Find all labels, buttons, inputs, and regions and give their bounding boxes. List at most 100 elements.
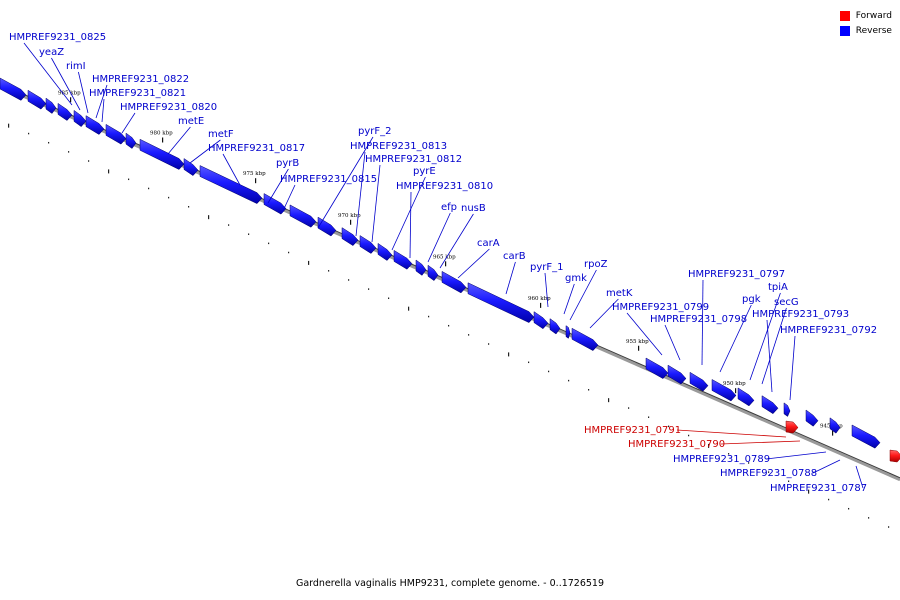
reverse-gene-arrow[interactable] [737,387,755,407]
gene-label-mete[interactable]: metE [178,116,204,127]
gene-label-hmpref9231-0797[interactable]: HMPREF9231_0797 [688,269,785,280]
minor-tick [388,297,390,300]
gene-label-yeaz[interactable]: yeaZ [39,47,64,58]
gene-label-hmpref9231-0817[interactable]: HMPREF9231_0817 [208,143,305,154]
gene-label-hmpref9231-0790[interactable]: HMPREF9231_0790 [628,439,725,450]
reverse-gene-arrow[interactable] [783,402,791,417]
reverse-gene-arrow[interactable] [549,318,561,335]
scale-label: 970 kbp [338,213,361,219]
reverse-gene-arrow[interactable] [359,235,377,254]
leader-line [761,307,787,385]
scale-label: 955 kbp [626,339,649,345]
gene-label-rimi[interactable]: rimI [66,61,86,72]
gene-label-hmpref9231-0810[interactable]: HMPREF9231_0810 [396,181,493,192]
leader-line [95,84,108,119]
leader-line [676,429,787,438]
reverse-gene-arrow[interactable] [27,89,47,110]
gene-label-hmpref9231-0815[interactable]: HMPREF9231_0815 [280,174,377,185]
gene-label-pyre[interactable]: pyrE [413,166,436,177]
forward-gene-arrow[interactable] [785,420,799,434]
reverse-gene-arrow[interactable] [427,264,439,281]
reverse-gene-arrow[interactable] [761,395,779,415]
leader-line [409,191,412,259]
gene-label-metf[interactable]: metF [208,129,234,140]
major-tick [255,178,257,184]
reverse-gene-arrow[interactable] [645,357,669,379]
leader-line [391,176,426,251]
gene-label-tpia[interactable]: tpiA [768,282,788,293]
gene-label-hmpref9231-0822[interactable]: HMPREF9231_0822 [92,74,189,85]
reverse-gene-arrow[interactable] [393,249,413,270]
gene-label-hmpref9231-0791[interactable]: HMPREF9231_0791 [584,425,681,436]
reverse-gene-arrow[interactable] [289,204,317,228]
minor-tick [408,306,410,311]
gene-label-hmpref9231-0793[interactable]: HMPREF9231_0793 [752,309,849,320]
minor-tick [28,132,30,135]
genome-caption: Gardnerella vaginalis HMP9231, complete … [295,578,605,589]
minor-tick [588,389,590,391]
gene-label-hmpref9231-0788[interactable]: HMPREF9231_0788 [720,468,817,479]
reverse-gene-arrow[interactable] [263,193,287,215]
forward-gene-arrow[interactable] [889,449,900,463]
reverse-gene-arrow[interactable] [73,109,87,127]
gene-label-hmpref9231-0789[interactable]: HMPREF9231_0789 [673,454,770,465]
reverse-gene-arrow[interactable] [139,138,185,170]
reverse-gene-arrow[interactable] [45,97,57,114]
gene-label-rpoz[interactable]: rpoZ [584,259,608,270]
gene-label-hmpref9231-0792[interactable]: HMPREF9231_0792 [780,325,877,336]
reverse-gene-arrow[interactable] [805,409,819,427]
reverse-gene-arrow[interactable] [851,424,881,449]
gene-label-cara[interactable]: carA [477,238,500,249]
minor-tick [548,370,550,373]
reverse-gene-arrow[interactable] [467,282,535,323]
gene-label-metk[interactable]: metK [606,288,633,299]
gene-label-carb[interactable]: carB [503,251,526,262]
gene-label-efp[interactable]: efp [441,202,457,213]
gene-label-gmk[interactable]: gmk [565,273,587,284]
reverse-gene-arrow[interactable] [341,227,359,246]
gene-label-hmpref9231-0799[interactable]: HMPREF9231_0799 [612,302,709,313]
reverse-gene-arrow[interactable] [711,379,737,402]
gene-label-hmpref9231-0820[interactable]: HMPREF9231_0820 [120,102,217,113]
gene-label-hmpref9231-0798[interactable]: HMPREF9231_0798 [650,314,747,325]
major-tick [638,345,640,351]
reverse-gene-arrow[interactable] [667,364,687,385]
minor-tick [108,169,110,174]
gene-label-pyrf-1[interactable]: pyrF_1 [530,262,564,273]
gene-label-hmpref9231-0813[interactable]: HMPREF9231_0813 [350,141,447,152]
reverse-gene-arrow[interactable] [415,259,427,276]
gene-label-pyrb[interactable]: pyrB [276,158,299,169]
reverse-gene-arrow[interactable] [199,165,263,204]
reverse-gene-arrow[interactable] [377,242,393,261]
reverse-gene-arrow[interactable] [571,327,599,351]
gene-label-nusb[interactable]: nusB [461,203,486,214]
reverse-gene-arrow[interactable] [689,371,709,392]
reverse-gene-arrow[interactable] [57,102,73,121]
reverse-gene-arrow[interactable] [85,115,105,135]
gene-label-secg[interactable]: secG [774,297,799,308]
reverse-gene-arrow[interactable] [533,311,549,330]
minor-tick [228,224,230,226]
reverse-gene-arrow[interactable] [317,216,337,237]
leader-line [812,459,841,474]
reverse-gene-arrow[interactable] [125,132,137,149]
reverse-gene-arrow[interactable] [441,270,467,294]
gene-label-pyrf-2[interactable]: pyrF_2 [358,126,392,137]
leader-line [789,335,796,401]
reverse-gene-arrow[interactable] [105,123,127,145]
major-tick [540,302,542,308]
reverse-gene-arrow[interactable] [0,77,27,101]
gene-label-hmpref9231-0812[interactable]: HMPREF9231_0812 [365,154,462,165]
reverse-gene-arrow[interactable] [183,158,199,176]
reverse-gene-arrow[interactable] [829,417,841,434]
leader-line [371,164,381,243]
gene-label-hmpref9231-0825[interactable]: HMPREF9231_0825 [9,32,106,43]
minor-tick [328,270,330,272]
gene-label-hmpref9231-0787[interactable]: HMPREF9231_0787 [770,483,867,494]
minor-tick [308,260,310,265]
reverse-gene-arrow[interactable] [565,325,571,339]
gene-label-hmpref9231-0821[interactable]: HMPREF9231_0821 [89,88,186,99]
minor-tick [808,489,810,494]
gene-label-pgk[interactable]: pgk [742,294,761,305]
